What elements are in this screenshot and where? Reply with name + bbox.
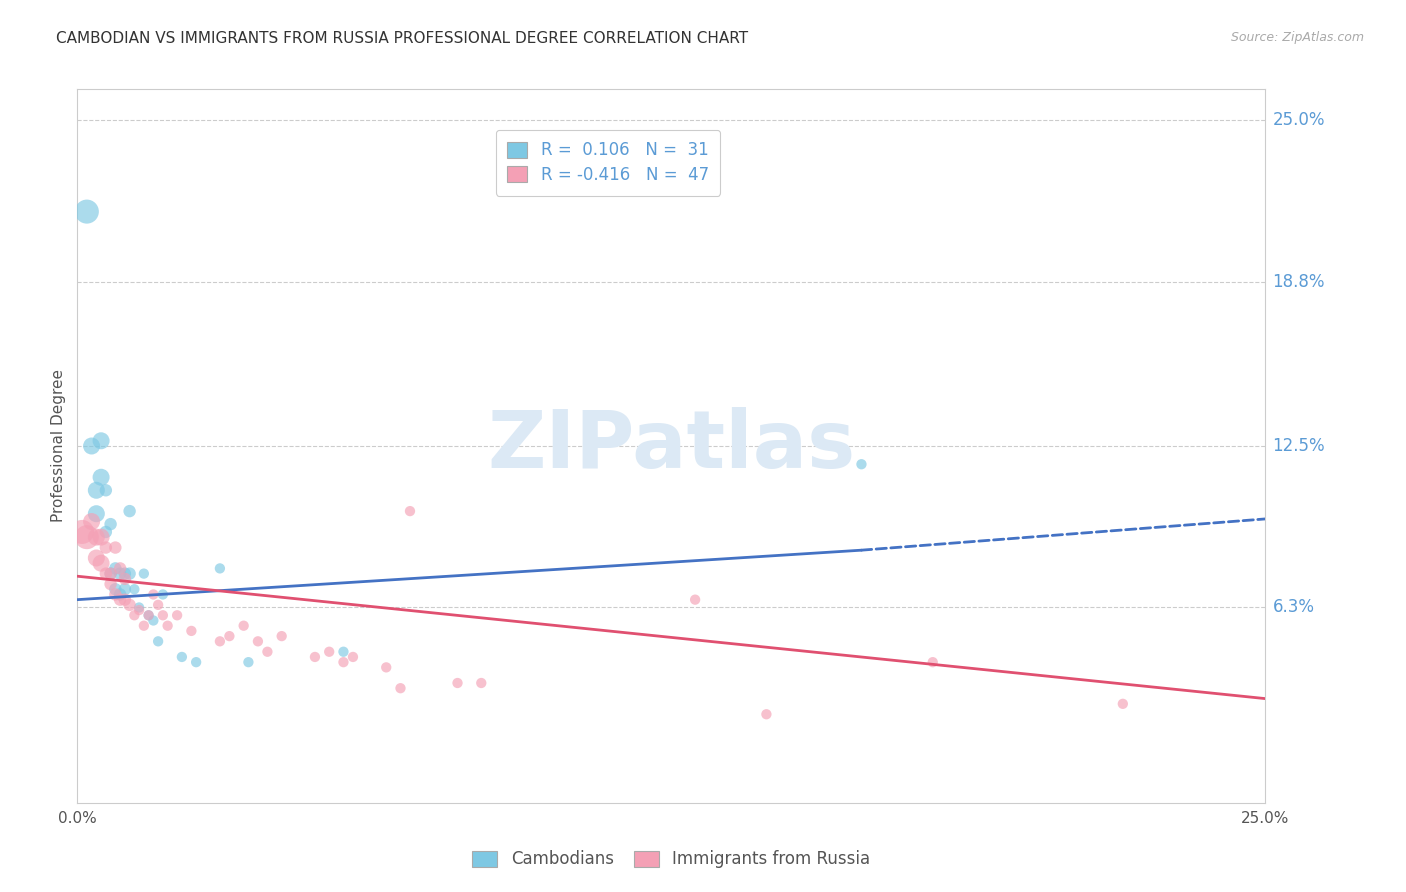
Point (138, 608, 160, 623)
Point (104, 561, 127, 575)
Text: 6.3%: 6.3% (1272, 599, 1315, 616)
Point (86, 551, 108, 566)
Point (114, 582, 136, 597)
Point (90, 556, 112, 570)
Point (128, 600, 150, 615)
Point (100, 517, 122, 532)
Point (851, 457, 873, 471)
Point (118, 598, 141, 612)
Point (238, 655, 260, 669)
Text: Source: ZipAtlas.com: Source: ZipAtlas.com (1230, 31, 1364, 45)
Point (755, 707, 778, 722)
Point (128, 603, 150, 617)
Point (104, 582, 127, 597)
Point (218, 629, 240, 643)
Point (108, 587, 131, 601)
Point (304, 649, 326, 664)
Text: 12.5%: 12.5% (1272, 437, 1324, 455)
Point (156, 618, 179, 632)
Point (114, 572, 136, 586)
Point (186, 655, 208, 669)
Text: 25.0%: 25.0% (1272, 112, 1324, 129)
Point (270, 629, 292, 643)
Point (166, 608, 188, 623)
Point (94, 483, 117, 498)
Point (94, 541, 117, 555)
Point (94, 566, 117, 581)
Point (342, 649, 364, 664)
Point (86, 483, 108, 498)
Point (683, 592, 706, 607)
Point (170, 649, 193, 664)
Point (80, 439, 103, 453)
Point (90, 530, 112, 544)
Point (152, 587, 174, 601)
Point (132, 566, 155, 581)
Text: 18.8%: 18.8% (1272, 273, 1324, 291)
Point (389, 681, 412, 696)
Text: CAMBODIAN VS IMMIGRANTS FROM RUSSIA PROFESSIONAL DEGREE CORRELATION CHART: CAMBODIAN VS IMMIGRANTS FROM RUSSIA PROF… (56, 31, 748, 46)
Point (114, 566, 136, 581)
Point (1112, 697, 1135, 711)
Point (124, 582, 146, 597)
Point (470, 676, 492, 690)
Point (152, 608, 174, 623)
Point (100, 566, 122, 581)
Point (86, 530, 108, 544)
Point (104, 541, 127, 555)
Point (208, 561, 231, 575)
Point (108, 566, 131, 581)
Point (921, 655, 943, 669)
Point (80, 515, 103, 529)
Point (100, 577, 122, 591)
Point (108, 561, 131, 575)
Y-axis label: Professional Degree: Professional Degree (51, 369, 66, 523)
Point (446, 676, 468, 690)
Point (375, 660, 398, 674)
Point (114, 592, 136, 607)
Point (142, 614, 165, 628)
Point (318, 645, 340, 659)
Point (146, 634, 169, 648)
Point (118, 504, 141, 518)
Point (90, 470, 112, 484)
Point (104, 587, 127, 601)
Point (94, 524, 117, 539)
Point (208, 634, 231, 648)
Point (108, 592, 131, 607)
Legend: Cambodians, Immigrants from Russia: Cambodians, Immigrants from Russia (464, 842, 879, 877)
Point (146, 598, 169, 612)
Point (142, 587, 165, 601)
Point (180, 624, 202, 638)
Point (118, 566, 141, 581)
Point (76, 204, 98, 219)
Point (332, 655, 354, 669)
Point (100, 566, 122, 581)
Point (256, 645, 278, 659)
Point (90, 434, 112, 448)
Point (70, 524, 93, 539)
Point (246, 634, 269, 648)
Point (86, 507, 108, 521)
Point (399, 504, 422, 518)
Point (76, 530, 98, 544)
Point (138, 608, 160, 623)
Point (332, 645, 354, 659)
Point (124, 608, 146, 623)
Text: ZIPatlas: ZIPatlas (488, 407, 855, 485)
Point (232, 618, 254, 632)
Point (132, 618, 155, 632)
